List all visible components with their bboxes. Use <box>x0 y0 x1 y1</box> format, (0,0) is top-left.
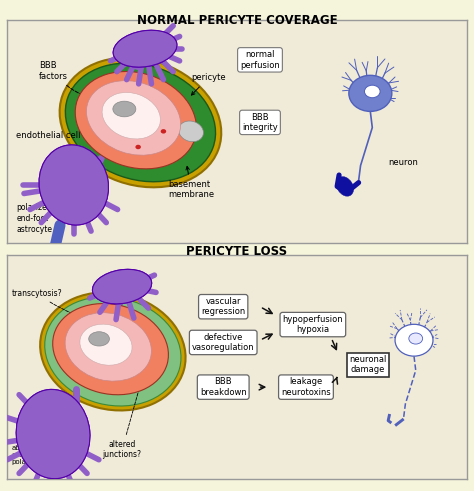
Text: BBB
breakdown: BBB breakdown <box>200 378 246 397</box>
Ellipse shape <box>39 145 109 225</box>
Text: polarized
end-foot
astrocyte: polarized end-foot astrocyte <box>16 203 52 234</box>
Ellipse shape <box>349 75 392 111</box>
Ellipse shape <box>395 324 433 356</box>
Ellipse shape <box>336 177 354 196</box>
Ellipse shape <box>65 63 216 182</box>
Ellipse shape <box>179 121 203 142</box>
Ellipse shape <box>86 81 181 155</box>
Text: BBB
factors: BBB factors <box>39 61 109 100</box>
Text: neuronal
damage: neuronal damage <box>349 355 387 375</box>
Ellipse shape <box>60 57 221 187</box>
Ellipse shape <box>39 145 109 225</box>
Text: defective
vasoregulation: defective vasoregulation <box>192 333 255 352</box>
Ellipse shape <box>65 313 151 381</box>
Ellipse shape <box>92 270 152 304</box>
Text: NORMAL PERICYTE COVERAGE: NORMAL PERICYTE COVERAGE <box>137 14 337 27</box>
Text: PERICYTE LOSS: PERICYTE LOSS <box>186 245 288 257</box>
Ellipse shape <box>40 292 186 410</box>
Ellipse shape <box>113 30 177 67</box>
Text: altered
junctions?: altered junctions? <box>102 380 142 460</box>
Ellipse shape <box>102 92 160 139</box>
Ellipse shape <box>45 297 181 406</box>
Ellipse shape <box>16 389 90 479</box>
Ellipse shape <box>365 85 380 98</box>
Text: BBB
integrity: BBB integrity <box>242 113 278 132</box>
Text: transcytosis?: transcytosis? <box>12 289 95 322</box>
Ellipse shape <box>409 333 423 344</box>
Text: vascular
regression: vascular regression <box>201 297 246 316</box>
Ellipse shape <box>136 145 141 149</box>
Ellipse shape <box>53 303 168 395</box>
Ellipse shape <box>80 324 132 365</box>
Ellipse shape <box>16 389 90 479</box>
Ellipse shape <box>37 256 62 274</box>
Ellipse shape <box>113 101 136 117</box>
Text: hypoperfusion
hypoxia: hypoperfusion hypoxia <box>283 315 343 334</box>
Ellipse shape <box>75 72 196 169</box>
Text: normal
perfusion: normal perfusion <box>240 50 280 70</box>
Text: neuron: neuron <box>389 158 419 167</box>
Text: endothelial cell: endothelial cell <box>16 130 114 140</box>
Text: abnormal
astrocyte
polarization?: abnormal astrocyte polarization? <box>12 445 56 465</box>
Ellipse shape <box>92 270 152 304</box>
Text: basement
membrane: basement membrane <box>168 166 214 199</box>
Text: pericyte: pericyte <box>191 73 226 95</box>
Text: leakage
neurotoxins: leakage neurotoxins <box>281 378 331 397</box>
Ellipse shape <box>161 129 166 134</box>
Ellipse shape <box>89 332 109 346</box>
Ellipse shape <box>113 30 177 67</box>
